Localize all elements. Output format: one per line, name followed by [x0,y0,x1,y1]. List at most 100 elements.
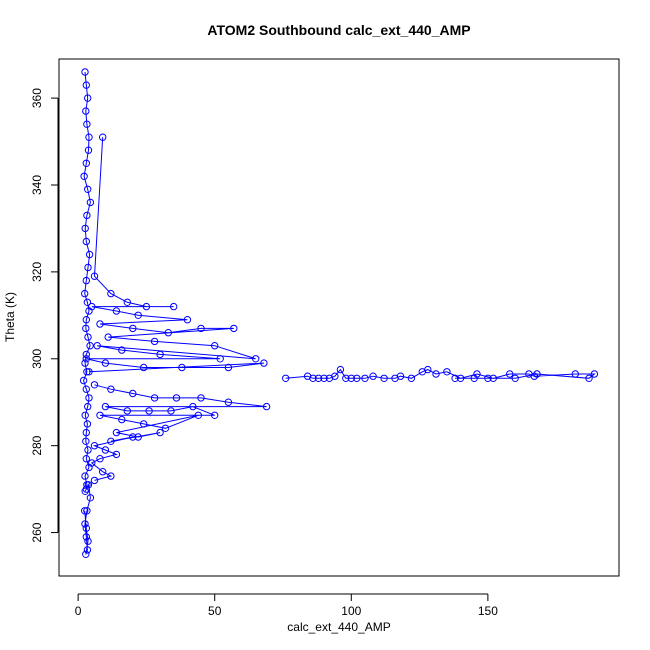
data-point [101,359,110,367]
data-point [86,494,95,502]
data-point [84,185,92,194]
data-point [161,424,170,432]
data-point [82,276,91,285]
y-tick-label: 360 [30,88,44,108]
data-point [107,437,115,445]
data-point [96,411,104,419]
data-point [331,372,339,380]
data-point [123,298,132,306]
data-point [81,359,89,367]
data-point [82,159,91,168]
data-point [83,120,91,128]
data-point [230,324,238,333]
data-point [82,533,91,541]
data-point [590,370,599,378]
y-tick-label: 340 [30,175,44,195]
data-point [81,224,89,233]
data-point [260,359,268,367]
data-point [129,389,137,398]
data-point [571,370,579,378]
data-point [99,468,107,476]
data-point [84,537,92,545]
data-point [216,355,224,363]
data-point [79,376,88,385]
x-axis: 0 50 100 150 [75,593,498,618]
data-point [164,329,173,337]
data-point [361,374,369,382]
data-point [224,363,233,372]
data-point [252,355,260,363]
x-axis-label: calc_ext_440_AMP [287,620,390,634]
data-point [156,428,164,437]
data-point [86,198,95,207]
data-point [380,374,388,382]
data-point [211,342,219,350]
data-point [82,350,91,359]
data-point [178,363,186,372]
data-point [81,487,89,495]
data-point [83,211,91,220]
data-point [150,337,159,346]
data-point [456,374,465,382]
data-point [170,302,178,311]
x-tick-label: 0 [75,604,82,618]
data-point [145,407,153,415]
data-point [81,472,89,480]
data-point [84,446,92,454]
data-point [82,324,90,333]
data-point [84,94,92,102]
data-point [320,374,328,382]
data-point [262,402,271,411]
data-point [424,365,432,374]
y-tick-label: 280 [30,435,44,455]
data-point [101,446,110,454]
data-point [82,316,91,324]
data-point [129,433,137,441]
data-point [142,302,151,311]
data-point [82,524,91,532]
y-axis: 260 280 300 320 340 360 [30,88,59,543]
data-point [83,546,92,554]
data-point [369,372,377,380]
data-point [194,411,203,419]
data-point [167,407,175,415]
x-tick-label: 100 [341,604,361,618]
data-point [407,374,416,382]
data-point [88,302,96,311]
data-point [314,374,323,382]
data-point [82,385,91,393]
chart-title: ATOM2 Southbound calc_ext_440_AMP [207,22,470,38]
data-point [484,374,492,382]
data-point [107,472,115,480]
data-point [84,333,92,341]
data-point [104,333,112,341]
data-point [107,385,115,393]
series-line [86,137,264,373]
y-tick-label: 300 [30,348,44,368]
data-point [83,420,92,428]
data-point [189,402,197,411]
data-point [129,324,137,333]
data-point [85,368,93,376]
y-tick-label: 260 [30,522,44,542]
data-point [156,350,164,359]
data-point [85,394,93,402]
data-point [112,428,121,437]
data-point [82,355,91,363]
data-point [336,365,345,374]
data-point [347,374,355,382]
data-point [82,437,90,445]
data-point [443,368,451,376]
x-tick-label: 50 [208,604,222,618]
series-line [83,71,91,555]
data-point [134,311,142,319]
data-point [84,146,93,154]
data-point [81,507,89,515]
data-point [82,455,91,463]
series-line [90,384,267,481]
data-point [84,402,92,411]
data-point [93,342,101,350]
data-point [134,433,142,441]
data-point [82,237,91,246]
data-point [197,324,205,333]
